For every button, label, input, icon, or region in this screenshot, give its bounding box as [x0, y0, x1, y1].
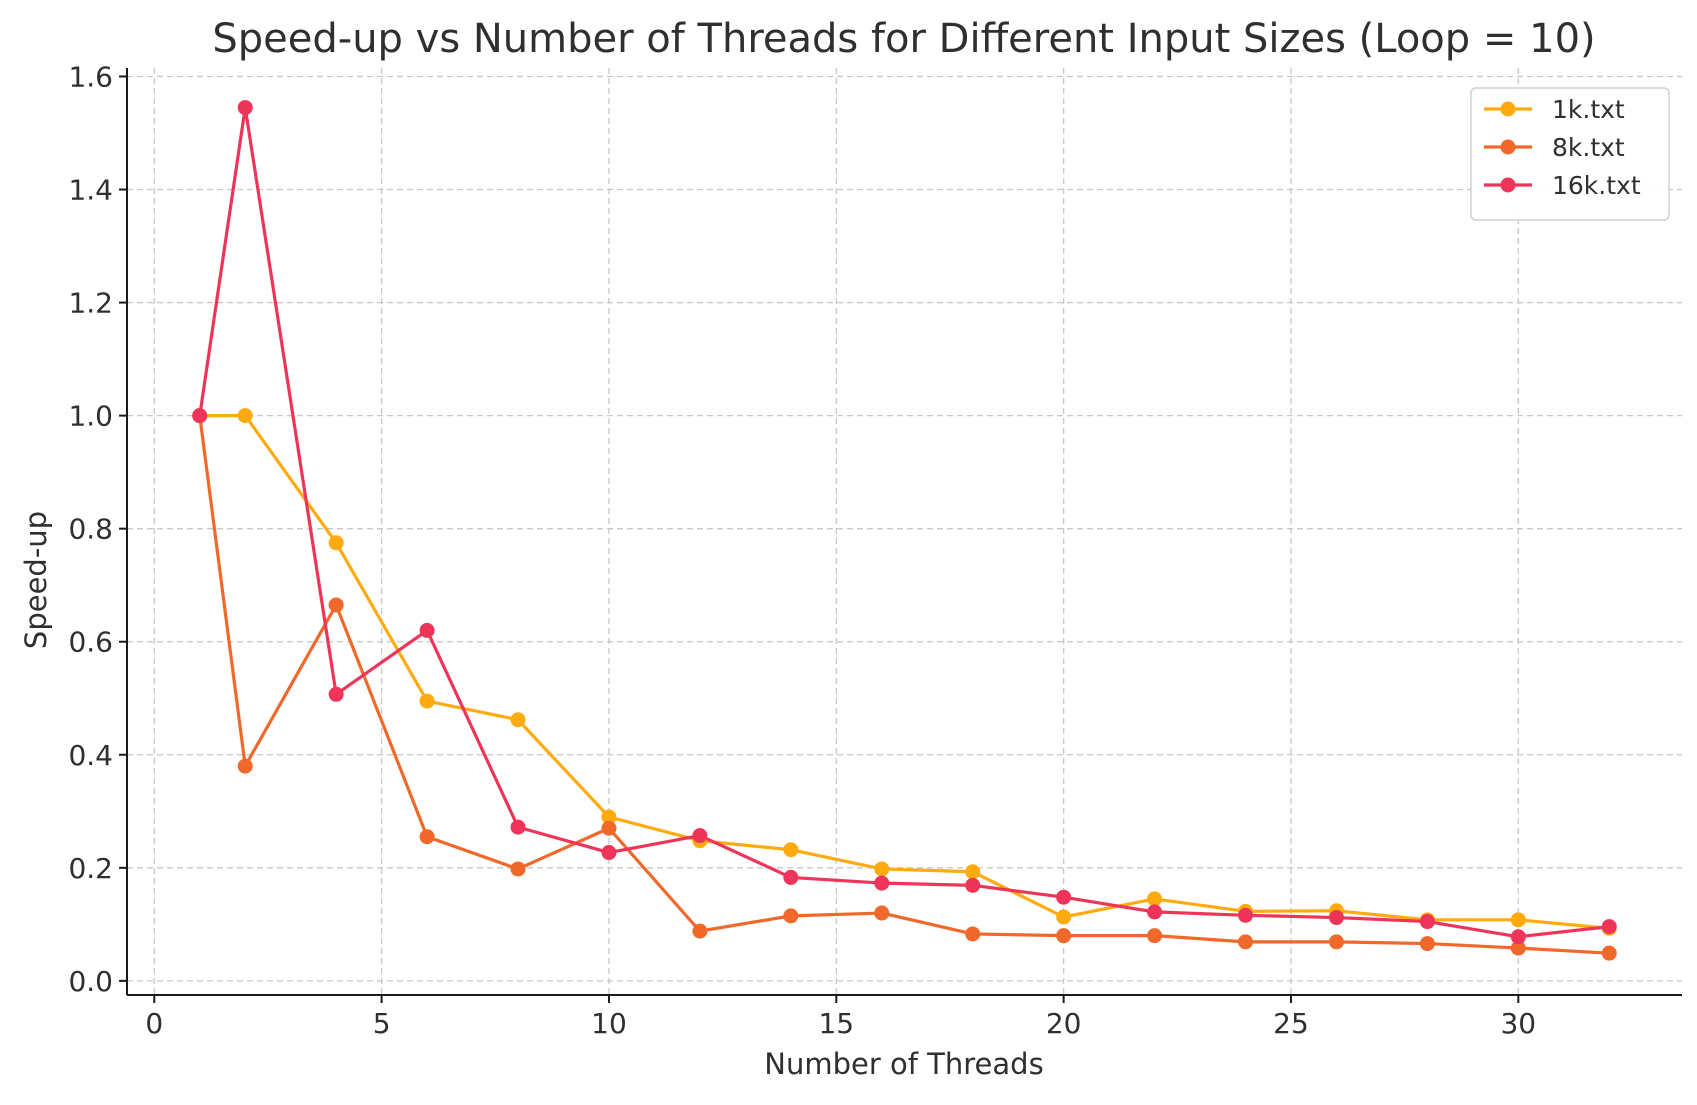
- data-point: [1419, 914, 1435, 930]
- y-tick-label: 0.2: [68, 852, 113, 885]
- chart-title: Speed-up vs Number of Threads for Differ…: [212, 16, 1595, 62]
- data-point: [965, 864, 981, 880]
- data-point: [692, 828, 708, 844]
- data-point: [965, 877, 981, 893]
- data-point: [1147, 891, 1163, 907]
- legend-marker: [1500, 177, 1516, 193]
- y-tick-label: 1.4: [68, 174, 113, 207]
- data-point: [1510, 929, 1526, 945]
- series-16k-txt: [192, 100, 1617, 945]
- data-point: [237, 408, 253, 424]
- series-line: [198, 414, 1611, 955]
- data-point: [692, 923, 708, 939]
- data-point: [1056, 889, 1072, 905]
- data-point: [328, 597, 344, 613]
- data-point: [874, 905, 890, 921]
- data-point: [1419, 936, 1435, 952]
- y-tick-label: 1.6: [68, 60, 113, 93]
- series-1k-txt: [192, 408, 1617, 936]
- data-point: [601, 809, 617, 825]
- series-group: [192, 100, 1617, 961]
- data-point: [510, 712, 526, 728]
- data-point: [601, 845, 617, 861]
- data-point: [783, 908, 799, 924]
- data-point: [1601, 945, 1617, 961]
- data-point: [874, 861, 890, 877]
- x-tick-label: 25: [1273, 1007, 1309, 1040]
- x-tick-label: 15: [818, 1007, 854, 1040]
- axes: 0 5 10 15 20 25 30 0.0 0.2 0.4 0.6 0.8 1.0 1.2 1.4 1.6: [68, 60, 1682, 1040]
- series-line: [198, 105, 1611, 939]
- y-tick-label: 1.2: [68, 287, 113, 320]
- data-point: [1601, 919, 1617, 935]
- data-point: [1147, 904, 1163, 920]
- data-point: [1238, 907, 1254, 923]
- grid: [127, 68, 1682, 995]
- data-point: [1510, 912, 1526, 928]
- x-tick-label: 5: [373, 1007, 391, 1040]
- legend-label: 16k.txt: [1552, 171, 1641, 200]
- series-line: [198, 414, 1611, 930]
- data-point: [874, 875, 890, 891]
- legend-marker: [1500, 101, 1516, 117]
- data-point: [419, 829, 435, 845]
- data-point: [1147, 928, 1163, 944]
- legend: 1k.txt 8k.txt 16k.txt: [1470, 87, 1670, 221]
- data-point: [1328, 910, 1344, 926]
- x-tick-label: 20: [1046, 1007, 1082, 1040]
- data-point: [601, 820, 617, 836]
- x-tick-label: 30: [1500, 1007, 1536, 1040]
- legend-label: 1k.txt: [1552, 95, 1625, 124]
- y-axis-label: Speed-up: [19, 511, 53, 649]
- data-point: [419, 622, 435, 638]
- data-point: [1056, 909, 1072, 925]
- data-point: [1328, 934, 1344, 950]
- y-tick-label: 0.4: [68, 739, 113, 772]
- y-tick-label: 0.8: [68, 513, 113, 546]
- data-point: [419, 693, 435, 709]
- data-point: [965, 926, 981, 942]
- x-tick-label: 10: [591, 1007, 627, 1040]
- x-axis-label: Number of Threads: [764, 1047, 1043, 1081]
- y-tick-label: 0.0: [68, 965, 113, 998]
- data-point: [192, 408, 208, 424]
- data-point: [1510, 940, 1526, 956]
- legend-box: [1470, 87, 1670, 221]
- data-point: [783, 842, 799, 858]
- data-point: [1056, 928, 1072, 944]
- data-point: [783, 869, 799, 885]
- data-point: [1238, 934, 1254, 950]
- x-tick-label: 0: [145, 1007, 163, 1040]
- data-point: [328, 686, 344, 702]
- data-point: [328, 535, 344, 551]
- y-tick-label: 1.0: [68, 400, 113, 433]
- data-point: [237, 758, 253, 774]
- y-tick-label: 0.6: [68, 626, 113, 659]
- data-point: [237, 100, 253, 116]
- legend-marker: [1500, 139, 1516, 155]
- data-point: [510, 819, 526, 835]
- series-8k-txt: [192, 408, 1617, 961]
- data-point: [510, 861, 526, 877]
- legend-label: 8k.txt: [1552, 133, 1625, 162]
